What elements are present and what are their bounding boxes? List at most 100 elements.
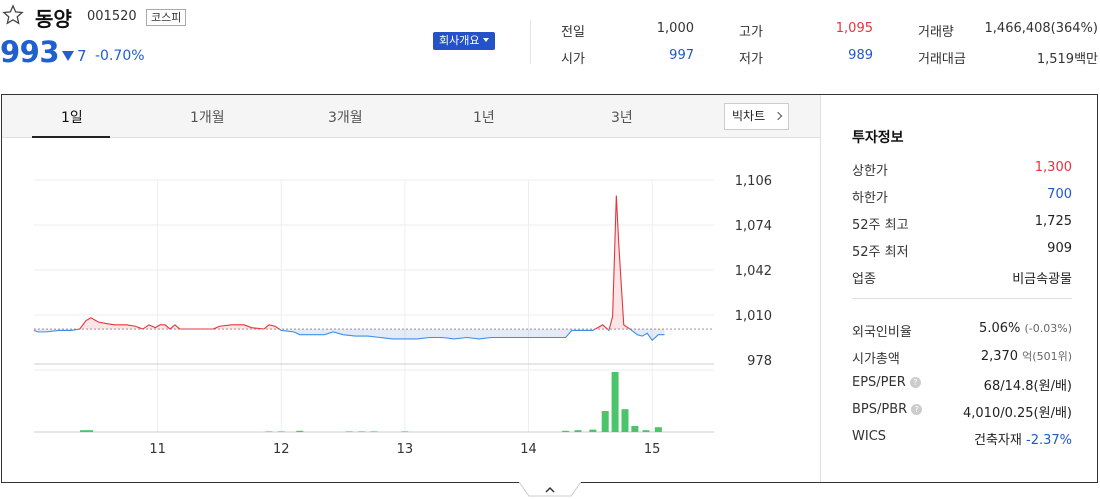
wics-change: -2.37%	[1026, 433, 1072, 448]
market-cap-row: 시가총액 2,370 억(501위)	[852, 348, 1072, 367]
industry-value[interactable]: 비금속광물	[1012, 272, 1072, 287]
week52-high-row: 52주 최고 1,725	[852, 214, 1072, 233]
bps-pbr-label: BPS/PBR	[852, 402, 908, 417]
volume-bar	[621, 409, 629, 432]
price-area-down	[34, 329, 665, 341]
low-label: 저가	[739, 52, 763, 67]
market-cap-value-wrap: 2,370 억(501위)	[981, 348, 1072, 364]
help-icon[interactable]: ?	[909, 377, 921, 388]
volume-bar	[358, 431, 366, 432]
open-value: 997	[669, 48, 694, 63]
help-icon[interactable]: ?	[911, 404, 923, 415]
open-label: 시가	[561, 52, 585, 67]
tab-3year[interactable]: 3년	[611, 110, 633, 126]
info-divider	[852, 298, 1072, 299]
stock-header: 동양 001520 코스피 993 7 -0.70% 회사개요 전일 1,000…	[0, 0, 1100, 90]
favorite-star-icon[interactable]	[2, 4, 24, 26]
period-tabs: 1일 1개월 3개월 1년 3년 빅차트	[2, 95, 820, 138]
week52-low-row: 52주 최저 909	[852, 241, 1072, 260]
price-change: 7	[62, 47, 87, 65]
tab-1year[interactable]: 1년	[473, 110, 495, 126]
y-tick-label: 1,106	[735, 174, 772, 189]
foreign-ratio-value-wrap: 5.06% (-0.03%)	[979, 321, 1072, 336]
active-tab-underline	[32, 136, 110, 138]
tab-1month[interactable]: 1개월	[190, 110, 225, 126]
tab-1day[interactable]: 1일	[61, 110, 83, 126]
wics-row: WICS 건축자재 -2.37%	[852, 429, 1072, 448]
upper-limit-value: 1,300	[1034, 160, 1072, 175]
wics-value[interactable]: 건축자재	[974, 433, 1022, 448]
amount-label: 거래대금	[918, 52, 966, 67]
big-chart-button[interactable]: 빅차트	[724, 103, 789, 130]
stock-name: 동양	[35, 7, 72, 31]
company-overview-button[interactable]: 회사개요	[433, 32, 496, 50]
volume-bar	[370, 431, 378, 432]
price-change-value: 7	[77, 47, 87, 65]
intraday-chart: 1,106 1,074 1,042 1,010 978 11 12 13 14 15	[33, 174, 772, 457]
bps-pbr-value: 4,010/0.25	[963, 406, 1034, 421]
price-line-up	[76, 195, 631, 330]
prev-close-label: 전일	[561, 25, 585, 40]
axis-labels: 1,106 1,074 1,042 1,010 978 11 12 13 14 15	[149, 174, 772, 457]
bps-pbr-unit: (원/배)	[1033, 406, 1072, 421]
foreign-ratio-value: 5.06%	[979, 321, 1021, 336]
current-price: 993	[0, 35, 60, 69]
chart-panel: 1일 1개월 3개월 1년 3년 빅차트 1,106 1,074 1,042 1,01…	[1, 94, 1098, 483]
volume-bar	[345, 431, 353, 432]
volume-bar	[86, 430, 94, 432]
volume-bars	[79, 372, 662, 432]
foreign-ratio-label: 외국인비율	[852, 325, 912, 340]
investment-info-title: 투자정보	[852, 130, 904, 146]
price-area-up	[79, 195, 630, 330]
week52-low-label: 52주 최저	[852, 245, 909, 260]
collapse-toggle[interactable]	[519, 482, 581, 497]
lower-limit-row: 하한가 700	[852, 187, 1072, 206]
price-change-percent: -0.70%	[95, 48, 145, 64]
prev-close-value: 1,000	[656, 21, 694, 36]
eps-per-unit: (원/배)	[1033, 379, 1072, 394]
market-badge: 코스피	[146, 9, 187, 26]
x-tick-label: 12	[273, 442, 290, 457]
lower-limit-label: 하한가	[852, 191, 888, 206]
eps-per-value: 68/14.8	[983, 379, 1034, 394]
high-value: 1,095	[835, 21, 873, 36]
down-triangle-icon	[62, 51, 74, 61]
x-tick-label: 11	[149, 442, 166, 457]
market-cap-rank: (501위)	[1032, 350, 1072, 363]
x-tick-label: 13	[397, 442, 414, 457]
eps-per-label: EPS/PER	[852, 375, 906, 390]
price-line	[33, 195, 665, 342]
volume-bar	[654, 427, 662, 432]
volume-label: 거래량	[918, 25, 954, 40]
header-divider	[530, 20, 531, 64]
stock-code: 001520	[87, 9, 137, 24]
lower-limit-value: 700	[1047, 187, 1072, 202]
y-tick-label: 1,074	[735, 219, 772, 234]
volume-bar	[79, 430, 87, 432]
volume-bar	[401, 431, 409, 432]
investment-info-panel: 투자정보 상한가 1,300 하한가 700 52주 최고 1,725 52주 …	[820, 95, 1097, 482]
bps-pbr-value-wrap: 4,010/0.25(원/배)	[963, 402, 1072, 421]
volume-bar	[265, 431, 273, 432]
market-cap-value: 2,370	[980, 349, 1019, 364]
tab-3month[interactable]: 3개월	[328, 110, 363, 126]
upper-limit-label: 상한가	[852, 164, 888, 179]
wics-value-wrap: 건축자재 -2.37%	[974, 429, 1072, 448]
volume-bar	[574, 430, 582, 432]
x-tick-label: 14	[520, 442, 537, 457]
y-tick-label: 978	[747, 354, 772, 369]
foreign-ratio-change: (-0.03%)	[1024, 322, 1073, 335]
y-tick-label: 1,042	[735, 264, 772, 279]
volume-bar	[611, 372, 619, 432]
caret-down-icon	[483, 38, 490, 42]
upper-limit-row: 상한가 1,300	[852, 160, 1072, 179]
week52-low-value: 909	[1047, 241, 1072, 256]
volume-bar	[562, 430, 570, 432]
volume-value: 1,466,408(364%)	[984, 21, 1098, 36]
wics-label: WICS	[852, 429, 887, 444]
volume-bar	[601, 411, 609, 432]
x-tick-label: 15	[644, 442, 661, 457]
high-label: 고가	[739, 25, 763, 40]
market-cap-label: 시가총액	[852, 352, 900, 367]
price-line-down	[33, 329, 665, 342]
